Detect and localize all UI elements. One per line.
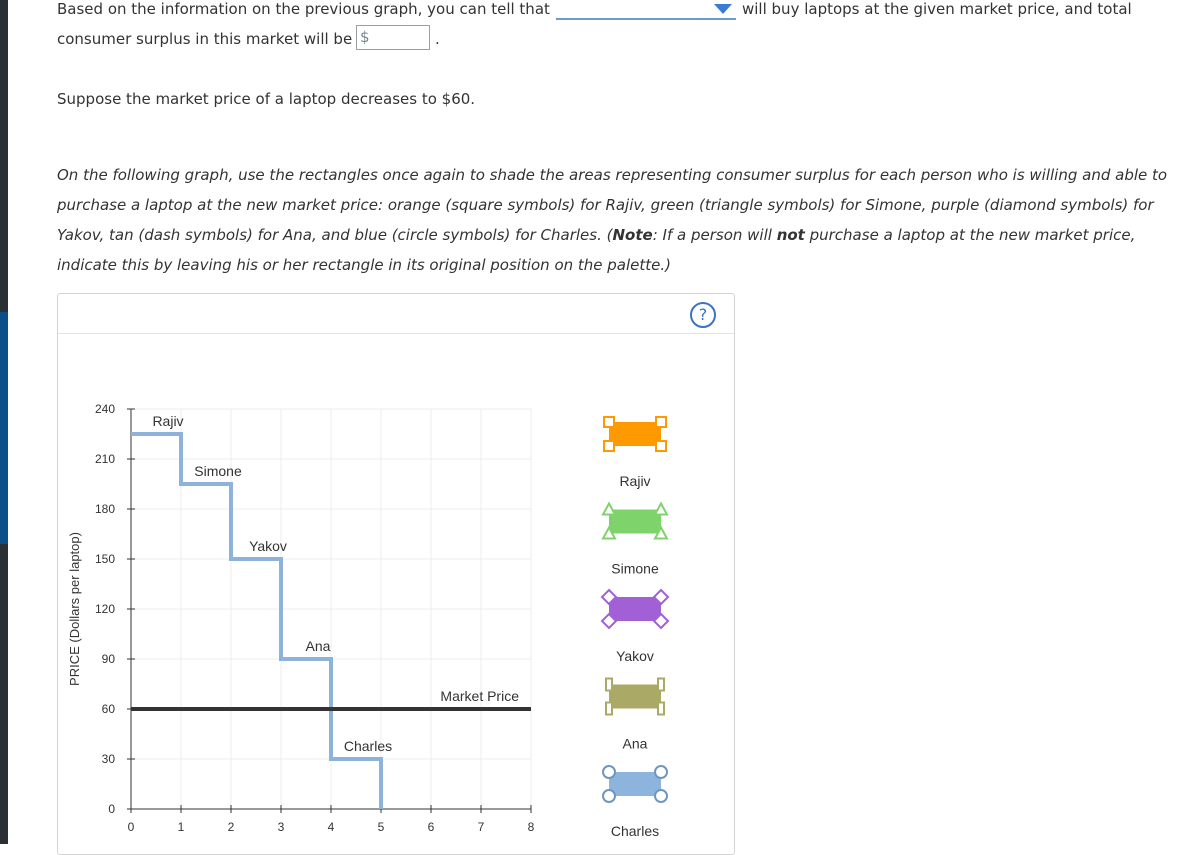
square-marker-icon bbox=[655, 440, 667, 452]
step-label-ana: Ana bbox=[306, 638, 331, 654]
y-tick-label: 120 bbox=[95, 602, 115, 616]
y-tick-label: 0 bbox=[108, 802, 115, 816]
graph-panel: ? bbox=[57, 293, 735, 855]
square-marker-icon bbox=[603, 416, 615, 428]
consumer-surplus-chart: 0 1 2 3 4 5 6 7 8 0 30 60 90 120 150 180 210 240 PRICE (Do… bbox=[67, 402, 670, 839]
square-marker-icon bbox=[655, 416, 667, 428]
square-marker-icon bbox=[603, 440, 615, 452]
question-line-1-prefix: Based on the information on the previous… bbox=[57, 0, 550, 18]
scenario-text: Suppose the market price of a laptop dec… bbox=[57, 90, 476, 108]
consumer-surplus-input[interactable]: $ bbox=[356, 25, 430, 50]
x-tick-label: 6 bbox=[428, 820, 435, 834]
palette-shape-rajiv[interactable] bbox=[603, 416, 667, 452]
question-line-1-suffix: will buy laptops at the given market pri… bbox=[742, 0, 1132, 18]
palette-label-ana: Ana bbox=[623, 736, 648, 752]
palette-rect-simone[interactable] bbox=[609, 509, 661, 534]
palette-rect-rajiv[interactable] bbox=[609, 422, 661, 446]
y-tick-label: 210 bbox=[95, 452, 115, 466]
instructions-part-2: : If a person will bbox=[652, 226, 777, 244]
y-tick-label: 90 bbox=[102, 652, 116, 666]
palette-label-simone: Simone bbox=[611, 561, 659, 577]
left-edge-accent bbox=[0, 312, 8, 544]
palette-rect-yakov[interactable] bbox=[609, 597, 661, 621]
question-line-2-prefix: consumer surplus in this market will be bbox=[57, 30, 353, 48]
step-label-charles: Charles bbox=[344, 738, 392, 754]
y-axis-title: PRICE (Dollars per laptop) bbox=[67, 532, 82, 686]
triangle-marker-icon bbox=[653, 501, 669, 516]
diamond-marker-icon bbox=[600, 612, 618, 630]
palette-label-rajiv: Rajiv bbox=[619, 473, 650, 489]
triangle-marker-icon bbox=[601, 501, 617, 516]
x-tick-label: 5 bbox=[378, 820, 385, 834]
dash-marker-icon bbox=[657, 701, 665, 716]
shape-palette: Rajiv Simone Yakov Ana Charles bbox=[600, 416, 670, 839]
triangle-marker-icon bbox=[653, 525, 669, 540]
left-edge-bar bbox=[0, 0, 8, 844]
help-icon[interactable]: ? bbox=[690, 302, 716, 328]
x-tick-label: 3 bbox=[278, 820, 285, 834]
note-label: Note bbox=[612, 226, 653, 244]
palette-shape-ana[interactable] bbox=[605, 677, 665, 716]
instructions-paragraph: On the following graph, use the rectangl… bbox=[57, 160, 1177, 280]
x-tick-label: 4 bbox=[328, 820, 335, 834]
circle-marker-icon bbox=[602, 789, 616, 803]
step-label-rajiv: Rajiv bbox=[152, 413, 183, 429]
graph-panel-toolbar: ? bbox=[58, 294, 734, 334]
x-tick-label: 1 bbox=[178, 820, 185, 834]
step-label-simone: Simone bbox=[194, 463, 242, 479]
not-emphasis: not bbox=[776, 226, 805, 244]
y-tick-label: 180 bbox=[95, 502, 115, 516]
demand-step-line bbox=[131, 432, 383, 809]
diamond-marker-icon bbox=[600, 588, 618, 606]
palette-rect-ana[interactable] bbox=[609, 684, 661, 709]
chart-series: Rajiv Simone Yakov Ana Charles Market Price bbox=[131, 413, 531, 809]
buyers-dropdown[interactable] bbox=[556, 0, 736, 20]
palette-shape-yakov[interactable] bbox=[600, 588, 670, 630]
question-line-2-suffix: . bbox=[435, 30, 440, 48]
circle-marker-icon bbox=[654, 765, 668, 779]
dash-marker-icon bbox=[605, 677, 613, 692]
circle-marker-icon bbox=[654, 789, 668, 803]
x-tick-label: 2 bbox=[228, 820, 235, 834]
chart-axes: 0 1 2 3 4 5 6 7 8 0 30 60 90 120 150 180 210 240 PRICE (Do… bbox=[67, 402, 535, 834]
step-label-yakov: Yakov bbox=[249, 538, 287, 554]
x-tick-label: 0 bbox=[128, 820, 135, 834]
palette-rect-charles[interactable] bbox=[609, 772, 661, 796]
x-tick-label: 7 bbox=[478, 820, 485, 834]
y-tick-label: 60 bbox=[102, 702, 116, 716]
palette-label-yakov: Yakov bbox=[616, 648, 654, 664]
palette-shape-simone[interactable] bbox=[601, 501, 669, 540]
y-tick-label: 240 bbox=[95, 402, 115, 416]
instructions-part-1: On the following graph, use the rectangl… bbox=[57, 166, 1168, 244]
diamond-marker-icon bbox=[652, 588, 670, 606]
y-tick-label: 30 bbox=[102, 752, 116, 766]
x-tick-label: 8 bbox=[528, 820, 535, 834]
instructions-part-3: purchase a laptop at the new market pric… bbox=[57, 226, 1136, 274]
palette-shape-charles[interactable] bbox=[602, 765, 668, 803]
palette-label-charles: Charles bbox=[611, 823, 659, 839]
market-price-label: Market Price bbox=[440, 688, 519, 704]
circle-marker-icon bbox=[602, 765, 616, 779]
diamond-marker-icon bbox=[652, 612, 670, 630]
dollar-sign: $ bbox=[360, 28, 370, 46]
dash-marker-icon bbox=[657, 677, 665, 692]
dash-marker-icon bbox=[605, 701, 613, 716]
chevron-down-icon bbox=[714, 4, 732, 14]
triangle-marker-icon bbox=[601, 525, 617, 540]
y-tick-label: 150 bbox=[95, 552, 115, 566]
